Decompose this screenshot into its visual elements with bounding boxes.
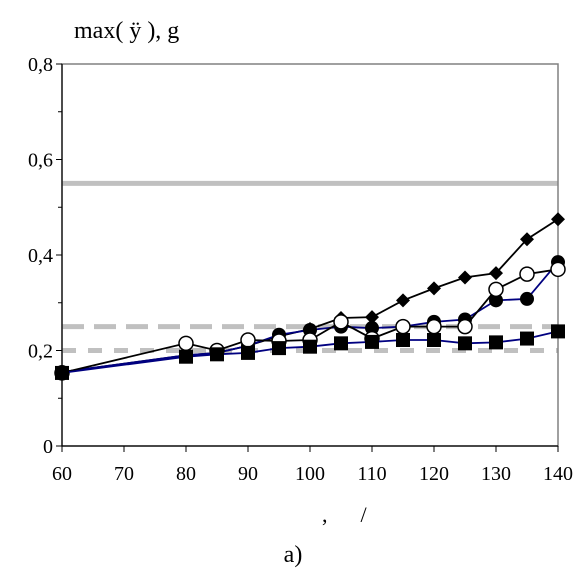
y-tick-label: 0,8	[28, 54, 53, 76]
data-point	[550, 261, 566, 278]
data-point	[272, 341, 286, 356]
data-point	[365, 321, 379, 336]
x-tick-label: 80	[176, 463, 196, 485]
data-point	[457, 318, 473, 335]
data-point	[489, 335, 503, 350]
series-line	[61, 268, 559, 374]
data-point	[365, 334, 379, 349]
x-tick-label: 130	[481, 463, 511, 485]
x-tick-label: 90	[238, 463, 258, 485]
data-point	[489, 266, 503, 281]
x-tick-label: 100	[295, 463, 325, 485]
data-point	[427, 332, 441, 347]
data-point	[551, 212, 565, 227]
y-tick-label: 0	[43, 436, 53, 458]
x-tick-label: 110	[357, 463, 386, 485]
data-point	[240, 332, 256, 348]
data-point	[55, 365, 69, 380]
tick-labels: 0 0,2 0,4 0,6 0,8 60 70 80 90 100 110 120 130 140	[28, 54, 573, 485]
data-point	[520, 331, 534, 346]
plot-frame	[61, 63, 559, 447]
figure-caption: a)	[284, 542, 303, 568]
y-tick-label: 0,4	[28, 245, 53, 267]
series-filled-square	[55, 324, 565, 380]
y-tick-label: 0,2	[28, 341, 53, 363]
data-point	[395, 318, 411, 335]
data-point	[520, 232, 534, 247]
x-tick-label: 140	[543, 463, 573, 485]
series	[54, 212, 566, 381]
x-axis-label: , /	[322, 502, 368, 527]
data-point	[519, 266, 535, 282]
data-point	[458, 336, 472, 351]
x-tick-label: 120	[419, 463, 449, 485]
chart-title: max( ÿ ), g	[74, 18, 179, 44]
data-point	[333, 314, 349, 330]
x-tick-label: 60	[52, 463, 72, 485]
data-point	[179, 349, 193, 364]
data-point	[178, 335, 194, 352]
data-point	[365, 310, 379, 325]
data-point	[458, 270, 472, 285]
data-point	[396, 293, 410, 308]
data-point	[551, 324, 565, 339]
data-point	[427, 281, 441, 296]
data-point	[303, 339, 317, 354]
axes	[56, 63, 559, 452]
data-point	[488, 281, 504, 298]
data-point	[520, 291, 534, 306]
data-point	[396, 332, 410, 347]
data-point	[241, 345, 255, 360]
x-tick-label: 70	[114, 463, 134, 485]
data-point	[334, 336, 348, 351]
data-point	[426, 318, 442, 335]
data-point	[210, 347, 224, 362]
series-diamond	[55, 212, 565, 379]
y-tick-label: 0,6	[28, 150, 53, 172]
data-point	[489, 293, 503, 308]
